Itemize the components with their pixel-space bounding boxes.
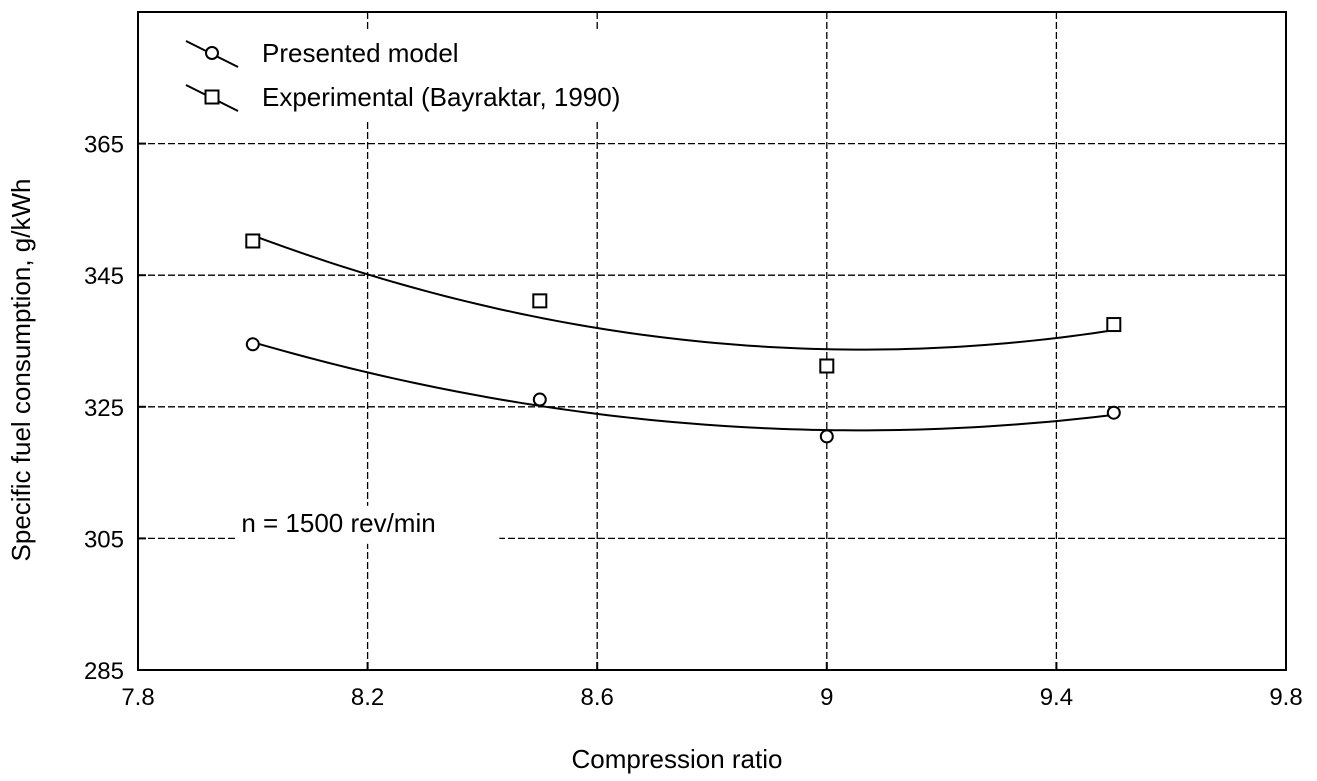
x-axis-title: Compression ratio [572,744,783,774]
data-point-experimental [1106,317,1122,333]
data-points [245,233,1122,444]
y-tick-label: 305 [84,526,124,553]
legend-background [178,30,718,122]
y-tick-label: 325 [84,395,124,422]
legend-label: Presented model [262,38,459,68]
data-point-model [1106,405,1121,420]
y-tick-label: 365 [84,132,124,159]
annotation-background [237,505,500,544]
y-tick-label: 285 [84,658,124,685]
x-tick-label: 9.4 [1040,684,1073,711]
y-axis-title: Specific fuel consumption, g/kWh [6,179,36,562]
annotation-text: n = 1500 rev/min [241,508,435,538]
data-point-experimental [819,358,835,374]
legend-label: Experimental (Bayraktar, 1990) [262,82,620,112]
x-tick-label: 7.8 [121,684,154,711]
fit-curve-experimental [252,234,1114,351]
y-tick-label: 345 [84,263,124,290]
plot-frame [137,11,1287,671]
annotations: n = 1500 rev/min [237,505,500,544]
grid [138,12,1286,670]
fit-curves [252,234,1114,432]
fit-curve-model [252,341,1114,432]
x-axis-ticks: 7.8 8.2 8.6 9 9.4 9.8 [121,662,1303,711]
y-axis-ticks: 285 305 325 345 365 [84,132,146,685]
data-point-model [819,429,834,444]
legend: Presented model Experimental (Bayraktar, … [178,30,718,122]
x-tick-label: 9 [820,684,833,711]
data-point-experimental [245,233,261,249]
data-point-model [532,392,547,407]
legend-marker-circle [205,46,219,60]
data-point-model [245,337,260,352]
x-tick-label: 8.6 [581,684,614,711]
x-tick-label: 9.8 [1269,684,1302,711]
legend-marker-square [204,89,220,105]
x-tick-label: 8.2 [351,684,384,711]
data-point-experimental [532,293,548,309]
